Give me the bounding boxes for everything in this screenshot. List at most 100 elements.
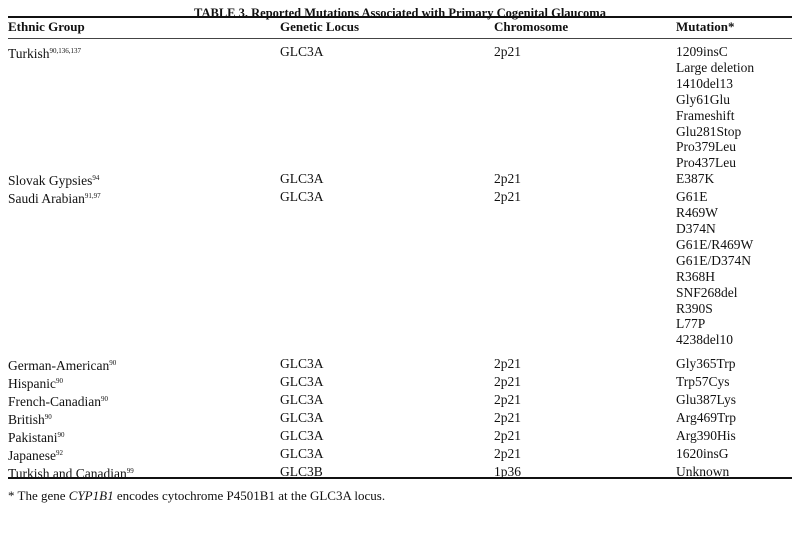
ethnic-group: German-American: [8, 358, 110, 374]
reference-numbers: 92: [55, 448, 63, 457]
mutation: E387K: [676, 171, 715, 187]
top-rule: [8, 16, 792, 18]
ethnic-group-cell: Saudi Arabian91,97: [8, 189, 280, 348]
chromosome: 2p21: [494, 409, 521, 425]
table-row: French-Canadian90 GLC3A 2p21 Glu387Lys: [8, 392, 792, 410]
chromosome: 2p21: [494, 392, 521, 408]
genetic-locus: GLC3A: [280, 392, 324, 408]
genetic-locus: GLC3A: [280, 409, 324, 425]
footnote: * The gene CYP1B1 encodes cytochrome P45…: [8, 488, 385, 504]
mutation: Unknown: [676, 463, 730, 479]
mutation: R390S: [676, 300, 713, 316]
ethnic-group-cell: Japanese92: [8, 446, 280, 464]
ethnic-group-cell: Turkish90,136,137: [8, 44, 280, 171]
genetic-locus: GLC3A: [280, 189, 324, 205]
reference-numbers: 90: [57, 430, 65, 439]
mutation: D374N: [676, 220, 716, 236]
table-row: Slovak Gypsies94 GLC3A 2p21 E387K: [8, 171, 792, 189]
footnote-suffix: encodes cytochrome P4501B1 at the GLC3A …: [113, 488, 386, 503]
ethnic-group-cell: Hispanic90: [8, 374, 280, 392]
table-row: Turkish90,136,137 GLC3A 2p21 1209insC Large …: [8, 44, 792, 171]
reference-numbers: 91,97: [84, 192, 101, 201]
table-row: Hispanic90 GLC3A 2p21 Trp57Cys: [8, 374, 792, 392]
mutation-list: Arg390His: [676, 428, 792, 446]
mutation: Trp57Cys: [676, 374, 730, 390]
mutation: SNF268del: [676, 284, 738, 300]
genetic-locus: GLC3A: [280, 356, 324, 372]
reference-numbers: 90,136,137: [49, 47, 82, 55]
mutation-list: Glu387Lys: [676, 392, 792, 410]
mutation: Pro379Leu: [676, 139, 736, 155]
ethnic-group: Turkish: [8, 46, 50, 61]
bottom-rule: [8, 477, 792, 479]
mutation-list: 1209insC Large deletion 1410del13 Gly61Glu F…: [676, 44, 792, 171]
ethnic-group: Saudi Arabian: [8, 191, 85, 207]
chromosome: 2p21: [494, 374, 521, 390]
footnote-prefix: * The gene: [8, 488, 69, 503]
genetic-locus: GLC3A: [280, 171, 324, 187]
mutation-list: G61E R469W D374N G61E/R469W G61E/D374N R368H S…: [676, 189, 792, 348]
mutation: L77P: [676, 316, 706, 332]
header-rule: [8, 38, 792, 39]
table-header-row: Ethnic Group Genetic Locus Chromosome Mu…: [8, 19, 792, 35]
ethnic-group-cell: Pakistani90: [8, 428, 280, 446]
ethnic-group-cell: French-Canadian90: [8, 392, 280, 410]
footnote-gene: CYP1B1: [68, 488, 114, 503]
mutation: Pro437Leu: [676, 155, 736, 171]
header-genetic-locus: Genetic Locus: [280, 19, 360, 34]
chromosome: 2p21: [494, 445, 521, 461]
chromosome: 2p21: [494, 189, 521, 205]
mutation: R469W: [676, 205, 718, 221]
mutation-list: Gly365Trp: [676, 348, 792, 374]
chromosome: 2p21: [494, 171, 521, 187]
reference-numbers: 94: [92, 174, 100, 183]
mutation: Gly61Glu: [676, 91, 730, 107]
table-row: Saudi Arabian91,97 GLC3A 2p21 G61E R469W D374…: [8, 189, 792, 348]
reference-numbers: 99: [126, 466, 134, 475]
mutation: 1620insG: [676, 445, 729, 461]
chromosome: 2p21: [494, 44, 521, 59]
mutation: G61E/D374N: [676, 252, 751, 268]
genetic-locus: GLC3A: [280, 44, 324, 59]
mutation: Large deletion: [676, 59, 755, 75]
ethnic-group: Japanese: [8, 447, 56, 463]
genetic-locus: GLC3A: [280, 445, 324, 461]
mutation: Arg469Trp: [676, 409, 737, 425]
mutation: Glu387Lys: [676, 392, 737, 408]
mutation: Gly365Trp: [676, 356, 736, 372]
mutation: 1410del13: [676, 75, 733, 91]
mutation: Arg390His: [676, 427, 736, 443]
table-row: Japanese92 GLC3A 2p21 1620insG: [8, 446, 792, 464]
reference-numbers: 90: [109, 359, 117, 368]
mutation-list: 1620insG: [676, 446, 792, 464]
ethnic-group: Slovak Gypsies: [8, 173, 93, 189]
mutation-list: Trp57Cys: [676, 374, 792, 392]
mutation: G61E: [676, 189, 708, 205]
chromosome: 2p21: [494, 356, 521, 372]
genetic-locus: GLC3A: [280, 374, 324, 390]
mutations-table: Turkish90,136,137 GLC3A 2p21 1209insC Large …: [8, 44, 792, 482]
mutation: R368H: [676, 268, 716, 284]
genetic-locus: GLC3B: [280, 463, 323, 479]
ethnic-group: Hispanic: [8, 376, 56, 392]
table-row: Turkish and Canadian99 GLC3B 1p36 Unknown: [8, 464, 792, 482]
mutation-list: Arg469Trp: [676, 410, 792, 428]
mutation-list: Unknown: [676, 464, 792, 482]
mutation: Frameshift: [676, 107, 735, 123]
mutation: Glu281Stop: [676, 123, 742, 139]
table-row: German-American90 GLC3A 2p21 Gly365Trp: [8, 348, 792, 374]
ethnic-group-cell: Turkish and Canadian99: [8, 464, 280, 482]
mutation: 4238del10: [676, 332, 733, 348]
reference-numbers: 90: [44, 412, 52, 421]
table-row: British90 GLC3A 2p21 Arg469Trp: [8, 410, 792, 428]
ethnic-group-cell: British90: [8, 410, 280, 428]
ethnic-group: British: [8, 411, 45, 427]
chromosome: 2p21: [494, 427, 521, 443]
chromosome: 1p36: [494, 463, 521, 479]
mutation: G61E/R469W: [676, 236, 754, 252]
header-ethnic-group: Ethnic Group: [8, 19, 85, 34]
ethnic-group: French-Canadian: [8, 394, 101, 410]
genetic-locus: GLC3A: [280, 427, 324, 443]
ethnic-group: Turkish and Canadian: [8, 465, 127, 481]
header-mutation: Mutation*: [676, 19, 735, 34]
